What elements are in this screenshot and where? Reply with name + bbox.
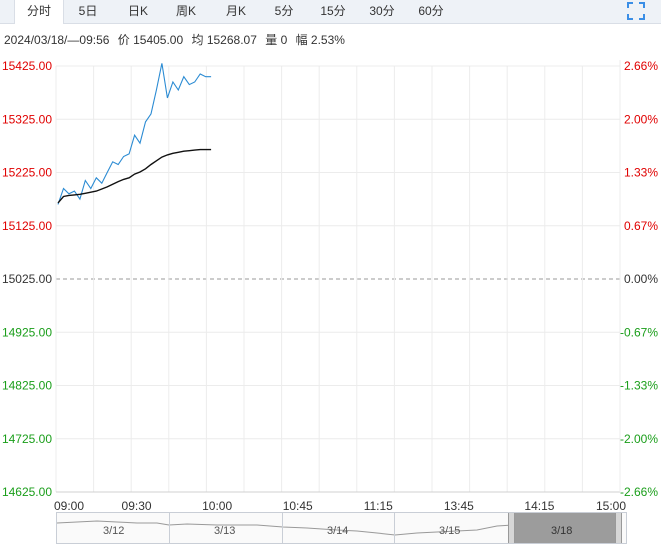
info-change: 幅 2.53% — [295, 33, 345, 47]
info-average: 均 15268.07 — [191, 33, 257, 47]
navigator-date: 3/18 — [551, 525, 573, 537]
period-tab-bar: 分时 5日 日K 周K 月K 5分 15分 30分 60分 — [0, 0, 661, 24]
navigator-right-handle[interactable] — [615, 513, 622, 543]
average-price-line — [57, 148, 212, 204]
x-tick-label: 09:30 — [122, 499, 152, 512]
tab-60min[interactable]: 60分 — [418, 4, 444, 18]
y-tick-label: 15325.00 — [2, 112, 52, 126]
pct-tick-label: 0.67% — [624, 219, 658, 233]
tab-daily-k[interactable]: 日K — [127, 4, 148, 18]
y-tick-label: 15125.00 — [2, 219, 52, 233]
tab-weekly-k[interactable]: 周K — [175, 4, 196, 18]
x-tick-label: 11:15 — [364, 499, 393, 512]
y-tick-label: 15025.00 — [2, 272, 52, 286]
y-tick-label: 15425.00 — [2, 59, 52, 73]
pct-tick-label: 2.66% — [624, 59, 658, 73]
pct-tick-label: -0.67% — [620, 325, 658, 339]
date-navigator[interactable]: 3/12 3/13 3/14 3/15 3/18 — [56, 512, 627, 544]
info-volume: 量 0 — [265, 33, 288, 47]
x-tick-label: 10:00 — [202, 499, 232, 512]
expand-icon[interactable] — [627, 2, 645, 20]
x-tick-label: 10:45 — [283, 499, 313, 512]
x-tick-label: 15:00 — [596, 499, 626, 512]
intraday-chart: 15425.00 2.66% 15325.00 2.00% 15225.00 1.33% 1… — [2, 59, 658, 512]
price-line — [57, 63, 212, 205]
pct-tick-label: 0.00% — [624, 272, 658, 286]
navigator-date: 3/15 — [439, 525, 461, 537]
tab-30min[interactable]: 30分 — [369, 4, 395, 18]
pct-tick-label: 1.33% — [624, 166, 658, 180]
info-price: 价 15405.00 — [117, 33, 184, 47]
pct-tick-label: 2.00% — [624, 112, 658, 126]
navigator-date: 3/13 — [214, 525, 236, 537]
navigator-date: 3/14 — [327, 525, 349, 537]
tab-5day[interactable]: 5日 — [78, 4, 98, 18]
x-tick-label: 14:15 — [524, 499, 554, 512]
tab-monthly-k[interactable]: 月K — [225, 4, 246, 18]
tab-15min[interactable]: 15分 — [320, 4, 346, 18]
info-datetime: 2024/03/18/—09:56 — [4, 33, 110, 47]
tab-intraday[interactable]: 分时 — [14, 0, 64, 24]
navigator-selection[interactable] — [512, 513, 616, 543]
navigator-divider — [282, 513, 283, 543]
pct-tick-label: -1.33% — [620, 379, 658, 393]
pct-tick-label: -2.00% — [620, 432, 658, 446]
y-tick-label: 14625.00 — [2, 485, 52, 499]
y-tick-label: 15225.00 — [2, 166, 52, 180]
y-tick-label: 14725.00 — [2, 432, 52, 446]
navigator-divider — [169, 513, 170, 543]
y-tick-label: 14825.00 — [2, 379, 52, 393]
navigator-left-handle[interactable] — [508, 513, 515, 543]
pct-tick-label: -2.66% — [620, 485, 658, 499]
navigator-divider — [394, 513, 395, 543]
y-tick-label: 14925.00 — [2, 325, 52, 339]
x-tick-label: 09:00 — [54, 499, 84, 512]
x-tick-label: 13:45 — [444, 499, 474, 512]
tab-5min[interactable]: 5分 — [274, 4, 294, 18]
navigator-date: 3/12 — [103, 525, 125, 537]
quote-info-bar: 2024/03/18/—09:56 价 15405.00 均 15268.07 … — [4, 31, 350, 48]
